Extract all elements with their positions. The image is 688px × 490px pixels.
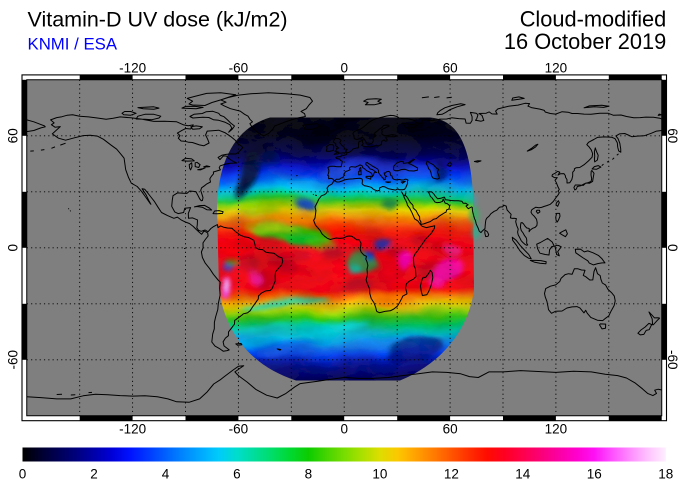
svg-text:10: 10	[372, 467, 387, 482]
svg-text:4: 4	[162, 467, 170, 482]
svg-text:16: 16	[587, 467, 602, 482]
svg-text:0: 0	[665, 244, 680, 252]
svg-text:120: 120	[545, 422, 568, 437]
svg-text:0: 0	[340, 422, 348, 437]
svg-text:Cloud-modified: Cloud-modified	[520, 6, 667, 31]
svg-text:KNMI / ESA: KNMI / ESA	[28, 34, 118, 53]
svg-text:Vitamin-D UV dose (kJ/m2): Vitamin-D UV dose (kJ/m2)	[28, 8, 288, 32]
svg-text:0: 0	[6, 244, 21, 252]
svg-text:60: 60	[665, 128, 680, 143]
svg-text:60: 60	[443, 422, 458, 437]
svg-text:-60: -60	[229, 422, 249, 437]
svg-text:2: 2	[90, 467, 98, 482]
svg-text:-60: -60	[6, 350, 21, 370]
svg-text:-120: -120	[119, 422, 146, 437]
svg-text:16 October 2019: 16 October 2019	[504, 29, 666, 54]
svg-text:0: 0	[19, 467, 27, 482]
svg-text:8: 8	[305, 467, 313, 482]
svg-text:14: 14	[515, 467, 531, 482]
svg-text:6: 6	[233, 467, 241, 482]
svg-text:60: 60	[6, 128, 21, 143]
svg-text:120: 120	[545, 61, 568, 76]
svg-text:0: 0	[340, 61, 348, 76]
svg-text:12: 12	[444, 467, 459, 482]
svg-text:60: 60	[443, 61, 458, 76]
svg-text:-120: -120	[119, 61, 146, 76]
svg-text:-60: -60	[229, 61, 249, 76]
svg-text:18: 18	[658, 467, 673, 482]
svg-text:-60: -60	[665, 350, 680, 370]
